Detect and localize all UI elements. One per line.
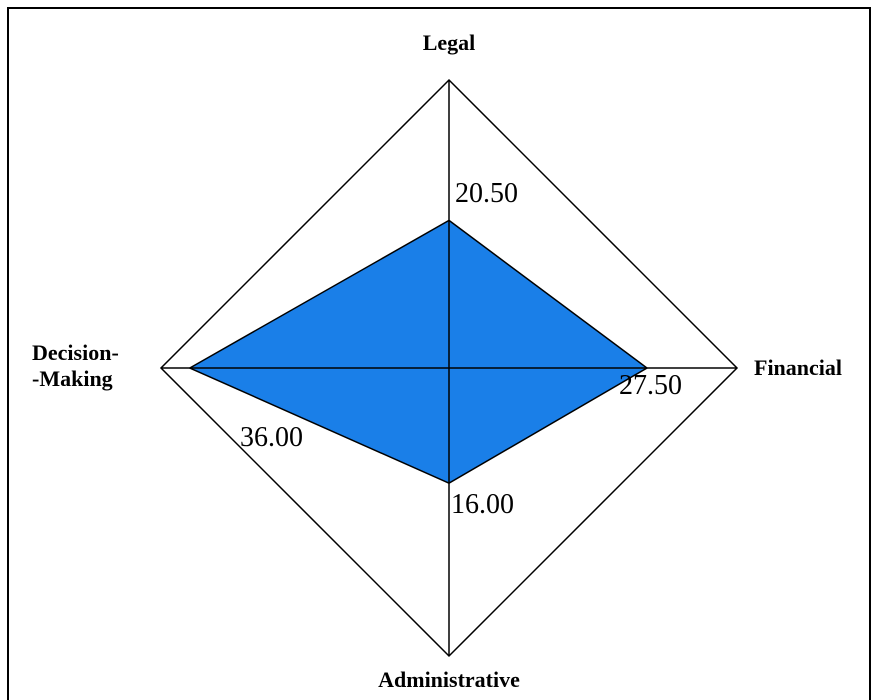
data-label: 20.50 [455,178,518,210]
axis-label: Administrative [378,667,520,692]
frame [7,7,871,700]
axis-label: Decision- -Making [32,340,119,391]
axis-label: Financial [754,355,843,380]
data-label: 27.50 [619,370,682,401]
axis-label: Legal [422,30,476,55]
data-label: 36.00 [240,422,303,453]
data-label: 16.00 [451,489,514,521]
